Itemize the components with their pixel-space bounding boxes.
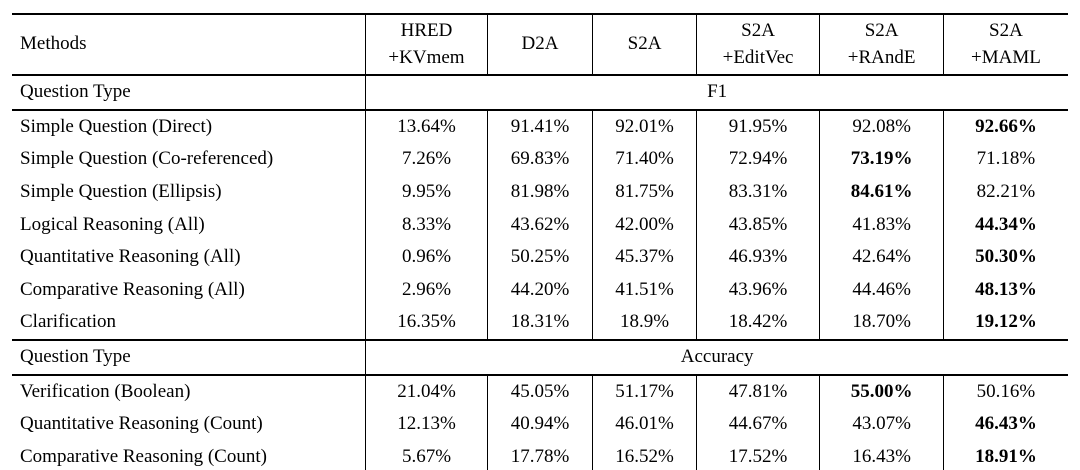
value-cell: 45.37% <box>592 241 697 274</box>
row-label: Quantitative Reasoning (Count) <box>20 413 263 435</box>
value-cell: 91.95% <box>695 109 820 144</box>
value-cell: 46.93% <box>695 241 820 274</box>
column-header-hred-kvmem: HRED +KVmem <box>365 14 488 77</box>
row-label: Simple Question (Ellipsis) <box>20 180 222 202</box>
value-cell: 50.30% <box>942 241 1068 274</box>
value-cell: 16.52% <box>592 440 697 470</box>
value-cell: 44.20% <box>486 273 593 307</box>
value-cell: 9.95% <box>365 175 488 209</box>
value-cell: 50.25% <box>486 241 593 274</box>
row-label: Simple Question (Co-referenced) <box>20 148 274 170</box>
value-cell: 18.31% <box>486 306 593 340</box>
value-cell: 92.08% <box>819 109 944 144</box>
table-row: Simple Question (Direct) 13.64% 91.41% 9… <box>12 109 1068 144</box>
value-cell: 7.26% <box>365 143 488 176</box>
value-cell: 43.96% <box>695 273 820 307</box>
value-cell: 41.51% <box>592 273 697 307</box>
row-label: Quantitative Reasoning (All) <box>20 246 241 268</box>
value-cell: 8.33% <box>365 208 488 242</box>
column-header-s2a-maml: S2A +MAML <box>942 14 1068 77</box>
value-cell: 40.94% <box>486 408 593 441</box>
value-cell: 47.81% <box>695 374 820 409</box>
column-header-s2a-editvec: S2A +EditVec <box>695 14 820 77</box>
value-cell: 18.9% <box>592 306 697 340</box>
value-cell: 44.34% <box>942 208 1068 242</box>
value-cell: 16.43% <box>819 440 944 470</box>
value-cell: 84.61% <box>819 175 944 209</box>
header-row: Methods HRED +KVmem D2A S2A S2A +EditVec… <box>12 14 1068 77</box>
results-table: Methods HRED +KVmem D2A S2A S2A +EditVec… <box>12 13 1068 470</box>
methods-header: Methods <box>12 14 366 77</box>
value-cell: 92.66% <box>942 109 1068 144</box>
section-header-row-accuracy: Question Type Accuracy <box>12 339 1068 376</box>
value-cell: 46.01% <box>592 408 697 441</box>
value-cell: 44.67% <box>695 408 820 441</box>
table-row: Comparative Reasoning (All) 2.96% 44.20%… <box>12 273 1068 307</box>
value-cell: 19.12% <box>942 306 1068 340</box>
value-cell: 44.46% <box>819 273 944 307</box>
value-cell: 69.83% <box>486 143 593 176</box>
table-row: Simple Question (Ellipsis) 9.95% 81.98% … <box>12 175 1068 209</box>
value-cell: 71.18% <box>942 143 1068 176</box>
column-header-d2a: D2A <box>486 14 593 77</box>
value-cell: 2.96% <box>365 273 488 307</box>
value-cell: 81.75% <box>592 175 697 209</box>
value-cell: 81.98% <box>486 175 593 209</box>
value-cell: 42.64% <box>819 241 944 274</box>
row-label: Verification (Boolean) <box>20 380 191 402</box>
value-cell: 13.64% <box>365 109 488 144</box>
value-cell: 12.13% <box>365 408 488 441</box>
value-cell: 73.19% <box>819 143 944 176</box>
table-row: Quantitative Reasoning (Count) 12.13% 40… <box>12 408 1068 441</box>
value-cell: 48.13% <box>942 273 1068 307</box>
value-cell: 18.91% <box>942 440 1068 470</box>
metric-label-f1: F1 <box>365 75 1068 111</box>
row-label: Comparative Reasoning (All) <box>20 278 245 300</box>
metric-label-accuracy: Accuracy <box>365 339 1068 376</box>
value-cell: 0.96% <box>365 241 488 274</box>
section-header-row-f1: Question Type F1 <box>12 75 1068 111</box>
value-cell: 91.41% <box>486 109 593 144</box>
value-cell: 43.62% <box>486 208 593 242</box>
value-cell: 41.83% <box>819 208 944 242</box>
row-label: Logical Reasoning (All) <box>20 213 205 235</box>
value-cell: 17.52% <box>695 440 820 470</box>
value-cell: 42.00% <box>592 208 697 242</box>
question-type-label: Question Type <box>12 339 366 376</box>
table-row: Verification (Boolean) 21.04% 45.05% 51.… <box>12 374 1068 409</box>
table-row: Simple Question (Co-referenced) 7.26% 69… <box>12 143 1068 176</box>
value-cell: 17.78% <box>486 440 593 470</box>
column-header-s2a-rande: S2A +RAndE <box>819 14 944 77</box>
table-row: Clarification 16.35% 18.31% 18.9% 18.42%… <box>12 306 1068 340</box>
value-cell: 83.31% <box>695 175 820 209</box>
value-cell: 92.01% <box>592 109 697 144</box>
value-cell: 43.85% <box>695 208 820 242</box>
value-cell: 51.17% <box>592 374 697 409</box>
value-cell: 18.70% <box>819 306 944 340</box>
value-cell: 55.00% <box>819 374 944 409</box>
table-row: Logical Reasoning (All) 8.33% 43.62% 42.… <box>12 208 1068 242</box>
value-cell: 50.16% <box>942 374 1068 409</box>
value-cell: 82.21% <box>942 175 1068 209</box>
value-cell: 18.42% <box>695 306 820 340</box>
row-label: Clarification <box>20 311 117 333</box>
value-cell: 45.05% <box>486 374 593 409</box>
value-cell: 21.04% <box>365 374 488 409</box>
question-type-label: Question Type <box>12 75 366 111</box>
row-label: Simple Question (Direct) <box>20 115 213 137</box>
value-cell: 43.07% <box>819 408 944 441</box>
value-cell: 46.43% <box>942 408 1068 441</box>
value-cell: 5.67% <box>365 440 488 470</box>
value-cell: 71.40% <box>592 143 697 176</box>
value-cell: 16.35% <box>365 306 488 340</box>
row-label: Comparative Reasoning (Count) <box>20 445 267 467</box>
column-header-s2a: S2A <box>592 14 697 77</box>
table-row: Quantitative Reasoning (All) 0.96% 50.25… <box>12 241 1068 274</box>
table-row: Comparative Reasoning (Count) 5.67% 17.7… <box>12 440 1068 470</box>
value-cell: 72.94% <box>695 143 820 176</box>
